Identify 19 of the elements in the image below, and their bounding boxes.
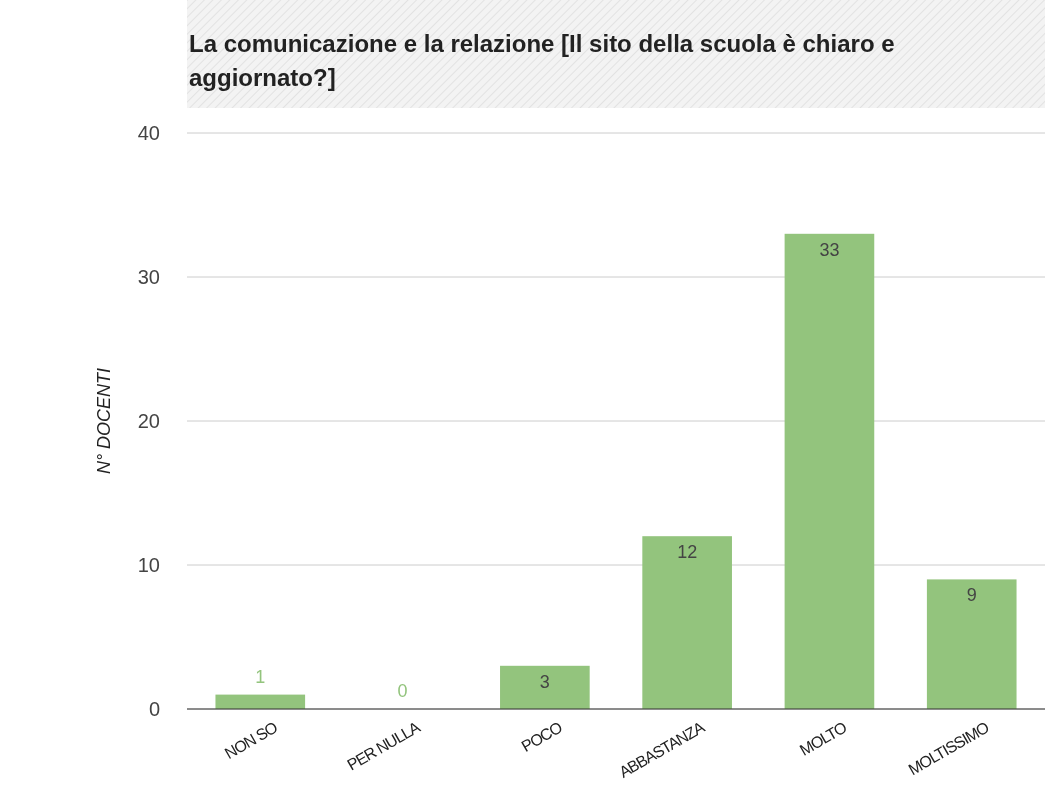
y-tick-label: 40 bbox=[137, 122, 160, 144]
chart-title: La comunicazione e la relazione [Il sito della scuola è chiaro e aggiornato?] bbox=[189, 30, 895, 91]
data-label: 33 bbox=[819, 239, 840, 260]
data-label: 1 bbox=[255, 666, 266, 687]
bar bbox=[500, 665, 590, 709]
bar bbox=[784, 233, 875, 709]
data-label: 9 bbox=[966, 585, 977, 606]
x-tick-label: NON SO bbox=[221, 718, 281, 763]
y-axis-title: N° DOCENTI bbox=[94, 367, 114, 475]
bar bbox=[215, 694, 306, 709]
bar bbox=[926, 579, 1017, 709]
y-tick-label: 0 bbox=[148, 698, 160, 720]
data-label: 0 bbox=[397, 681, 408, 701]
y-tick-label: 10 bbox=[137, 554, 160, 576]
data-label: 3 bbox=[539, 671, 550, 692]
y-tick-label: 20 bbox=[137, 410, 160, 432]
y-tick-label: 30 bbox=[137, 266, 160, 288]
data-label: 12 bbox=[677, 542, 698, 563]
bar bbox=[642, 536, 732, 709]
